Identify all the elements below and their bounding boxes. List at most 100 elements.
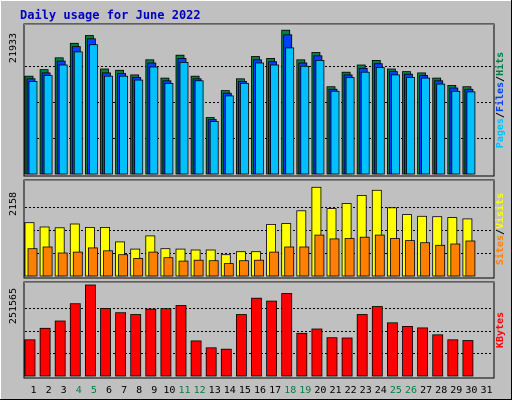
hits-files-pages-series-label-part-3: /	[495, 76, 506, 82]
pages-bar-day-16	[255, 62, 264, 175]
x-axis-day-ticks: 1 2 3 4 5 6 7 8 9 10 11 12 13 14 15 16 17 18 19 20 21 22 23 24 2…	[30, 385, 492, 396]
x-tick-day-7: 7	[121, 385, 127, 396]
kbytes-bar-day-4	[69, 303, 81, 377]
sites-bar-day-8	[133, 258, 144, 277]
kbytes-bar-day-2	[39, 327, 51, 377]
hits-files-pages-max-label: 21933	[8, 33, 19, 63]
x-tick-day-14: 14	[224, 385, 236, 396]
kbytes-bar-day-16	[251, 297, 262, 377]
pages-bar-day-27	[421, 77, 431, 175]
visits-sites-series-label-part-1: /	[495, 229, 506, 235]
x-tick-day-3: 3	[61, 385, 67, 396]
pages-bar-day-22	[345, 77, 355, 175]
kbytes-bar-day-29	[447, 339, 459, 377]
pages-bar-day-8	[134, 79, 144, 175]
sites-bar-day-30	[465, 240, 476, 277]
kbytes-bar-day-26	[402, 325, 413, 377]
kbytes-bar-day-3	[54, 320, 66, 377]
sites-bar-day-11	[178, 260, 189, 277]
x-tick-day-22: 22	[345, 385, 357, 396]
kbytes-bar-day-24	[371, 306, 383, 377]
sites-bar-day-25	[389, 238, 400, 277]
x-tick-day-25: 25	[390, 385, 402, 396]
x-tick-day-5: 5	[91, 385, 97, 396]
sites-bar-day-24	[374, 234, 385, 277]
pages-bar-day-25	[390, 74, 400, 175]
kbytes-bar-day-30	[462, 340, 474, 377]
kbytes-bar-day-25	[386, 322, 398, 377]
sites-bar-day-13	[208, 260, 219, 277]
kbytes-bar-day-23	[356, 314, 368, 377]
x-tick-day-27: 27	[420, 385, 432, 396]
sites-bar-day-17	[269, 251, 280, 277]
pages-bar-day-20	[315, 60, 325, 175]
pages-bar-day-23	[360, 71, 370, 175]
hits-files-pages-series-label-part-4: Hits	[494, 52, 506, 76]
hits-files-pages-series-label-part-1: /	[495, 112, 506, 118]
sites-bar-day-26	[405, 240, 415, 277]
kbytes-bar-day-8	[130, 314, 142, 377]
visits-sites-series-label-part-2: Visits	[494, 193, 506, 229]
sites-bar-day-15	[238, 260, 249, 277]
kbytes-bar-day-22	[341, 337, 353, 377]
kbytes-bar-day-7	[115, 312, 126, 377]
kbytes-bar-day-1	[24, 339, 36, 377]
x-tick-day-12: 12	[194, 385, 206, 396]
x-tick-day-18: 18	[284, 385, 296, 396]
visits-sites-max-label: 2158	[8, 192, 19, 216]
chart-panels: 21933Pages/Files/Hits2158Sites/Visits251…	[8, 23, 506, 379]
sites-bar-day-20	[314, 234, 325, 277]
sites-bar-day-12	[193, 259, 204, 277]
x-tick-day-4: 4	[76, 385, 82, 396]
kbytes-bar-day-15	[235, 314, 247, 377]
hits-files-pages-series-label-part-0: Pages	[495, 118, 506, 148]
pages-bar-day-5	[89, 44, 98, 175]
x-tick-day-9: 9	[151, 385, 157, 396]
sites-bar-day-3	[57, 252, 68, 277]
sites-bar-day-14	[223, 263, 234, 277]
pages-bar-day-6	[104, 75, 113, 175]
x-tick-day-10: 10	[163, 385, 175, 396]
sites-bar-day-7	[118, 254, 128, 277]
kbytes-bar-day-6	[100, 307, 111, 377]
kbytes-bar-day-20	[311, 328, 323, 377]
pages-bar-day-7	[119, 75, 128, 175]
kbytes-bar-day-17	[266, 300, 278, 377]
sites-bar-day-18	[284, 246, 295, 277]
pages-bar-day-15	[239, 83, 249, 175]
x-tick-day-8: 8	[136, 385, 142, 396]
x-tick-day-1: 1	[30, 385, 36, 396]
sites-bar-day-29	[450, 243, 461, 277]
pages-bar-day-11	[179, 62, 189, 175]
pages-bar-day-10	[164, 83, 174, 175]
hits-files-pages-series-label-part-2: Files	[494, 82, 506, 112]
x-tick-day-26: 26	[405, 385, 417, 396]
sites-bar-day-27	[420, 242, 431, 277]
x-tick-day-11: 11	[178, 385, 190, 396]
pages-bar-day-29	[451, 90, 461, 175]
pages-bar-day-13	[209, 121, 219, 175]
kbytes-bar-day-13	[205, 347, 217, 377]
sites-bar-day-5	[88, 247, 98, 277]
kbytes-bar-day-14	[220, 348, 232, 377]
sites-bar-day-23	[359, 236, 370, 277]
kbytes-bar-day-19	[296, 332, 308, 377]
sites-bar-day-4	[72, 251, 83, 277]
kbytes-bar-day-9	[145, 308, 157, 377]
pages-bar-day-17	[270, 64, 280, 175]
pages-bar-day-2	[43, 75, 53, 175]
x-tick-day-29: 29	[450, 385, 462, 396]
x-tick-day-23: 23	[360, 385, 372, 396]
pages-bar-day-26	[406, 77, 415, 175]
sites-bar-day-21	[329, 238, 340, 277]
pages-bar-day-3	[58, 64, 68, 175]
x-tick-day-19: 19	[299, 385, 311, 396]
pages-bar-day-1	[28, 81, 38, 175]
visits-sites-series-label: Sites/Visits	[494, 193, 506, 265]
kbytes-max-label: 251565	[8, 288, 19, 324]
kbytes-bar-day-11	[175, 305, 187, 377]
kbytes-series-label: KBytes	[495, 312, 506, 348]
kbytes-bar-day-10	[160, 308, 172, 377]
sites-bar-day-10	[163, 257, 174, 277]
